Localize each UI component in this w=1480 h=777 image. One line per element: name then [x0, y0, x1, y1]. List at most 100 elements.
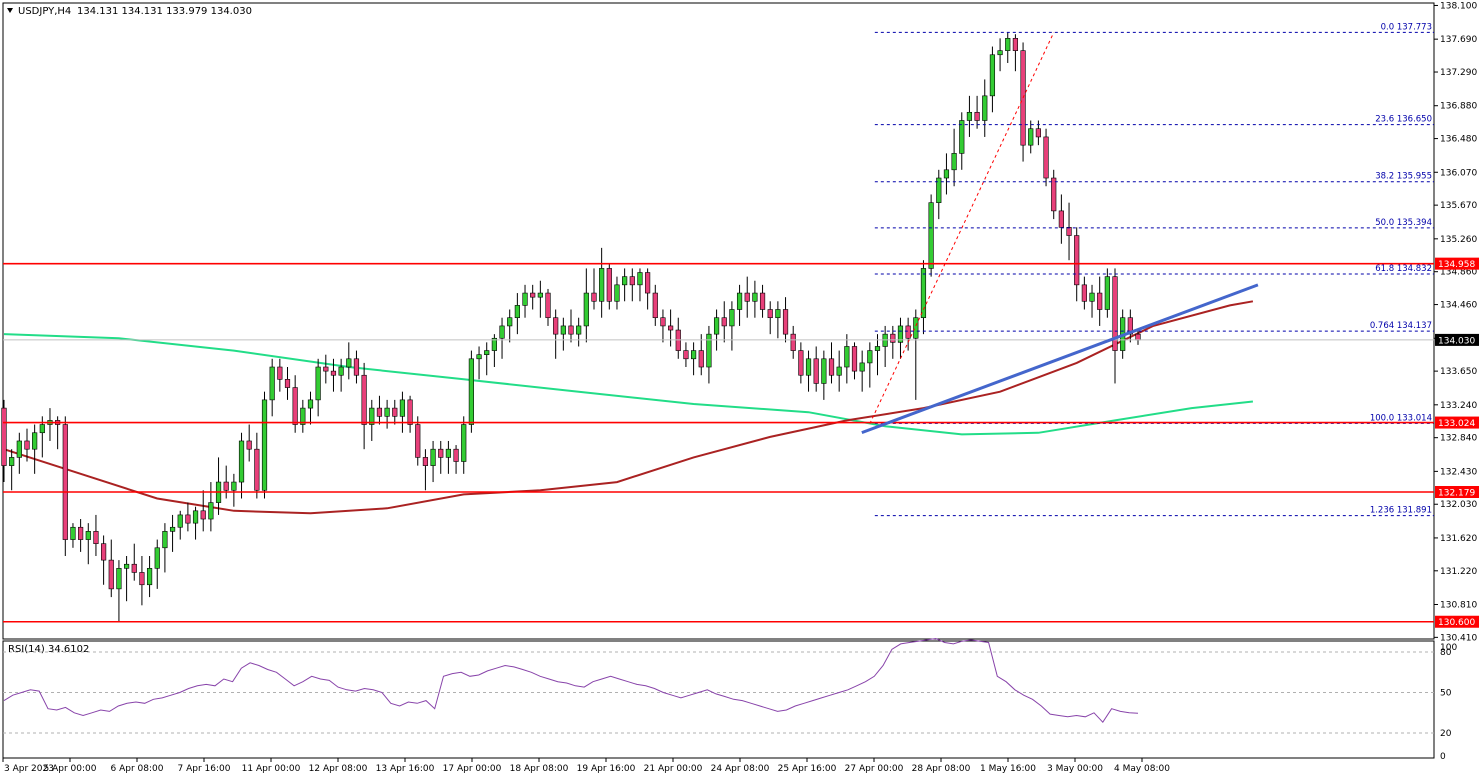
candle-body: [430, 448, 436, 466]
rsi-panel[interactable]: [2, 640, 1435, 759]
candle-body: [1127, 317, 1133, 335]
price-tick-label: 134.860: [1440, 268, 1477, 278]
candle-body: [223, 481, 229, 491]
candle-body: [706, 333, 712, 368]
candle: [93, 514, 99, 557]
candle: [369, 399, 375, 441]
candle-body: [813, 358, 819, 384]
candle: [468, 350, 474, 433]
candle: [836, 350, 842, 392]
candle-body: [1012, 38, 1019, 51]
candle: [637, 268, 643, 302]
candle-body: [62, 424, 68, 540]
candle-body: [9, 457, 15, 466]
candle-body: [1066, 227, 1072, 236]
candle-body: [622, 276, 628, 286]
candle: [16, 432, 22, 474]
candle: [913, 309, 919, 400]
time-tick-label: 17 Apr 00:00: [443, 764, 502, 774]
time-tick-label: 25 Apr 16:00: [778, 764, 837, 774]
candle-body: [522, 292, 528, 306]
time-tick-label: 7 Apr 16:00: [178, 764, 231, 774]
candle: [744, 276, 750, 318]
candle-body: [514, 305, 520, 319]
candle: [116, 560, 122, 622]
candle: [1012, 34, 1019, 72]
candle-body: [943, 169, 950, 179]
candle-body: [828, 358, 835, 376]
candle: [890, 325, 896, 359]
candle-body: [139, 572, 145, 586]
candle: [445, 440, 452, 474]
candle: [70, 523, 76, 548]
collapse-triangle-icon[interactable]: [7, 8, 13, 13]
candle-body: [438, 448, 444, 458]
candle: [108, 539, 114, 598]
fib-level-label: 100.0 133.014: [1370, 413, 1432, 423]
candle: [752, 280, 758, 318]
fib-level-label: 50.0 135.394: [1375, 218, 1432, 228]
candle-body: [821, 358, 827, 384]
candle-body: [836, 366, 842, 376]
candle: [361, 362, 367, 450]
candle: [545, 288, 551, 326]
candle-body: [874, 346, 881, 351]
price-tick-label: 133.240: [1440, 401, 1477, 411]
candle-body: [346, 358, 352, 368]
candle: [32, 424, 38, 474]
candle-body: [537, 292, 543, 298]
candle: [338, 358, 344, 392]
rsi-line: [3, 637, 1139, 724]
candle-body: [721, 317, 727, 327]
candle: [330, 358, 337, 392]
candle-body: [162, 531, 168, 549]
candle-body: [913, 317, 919, 339]
time-tick-label: 13 Apr 16:00: [376, 764, 435, 774]
candle-body: [177, 514, 183, 528]
candle: [583, 268, 589, 343]
candle: [813, 346, 819, 392]
candle: [560, 317, 566, 351]
candle-body: [859, 362, 865, 372]
candle: [177, 510, 183, 540]
candle: [736, 284, 743, 326]
current-price-label: 134.030: [1438, 336, 1475, 346]
level-price-box: [1435, 416, 1479, 429]
candle-body: [568, 325, 574, 335]
candle-body: [192, 510, 199, 524]
candle: [1051, 169, 1057, 220]
candle-body: [652, 292, 658, 319]
price-tick-label: 136.880: [1440, 102, 1477, 112]
price-tick-label: 133.650: [1440, 367, 1477, 377]
fib-level-label: 0.764 134.137: [1370, 321, 1432, 331]
candle: [208, 482, 214, 532]
time-tick-label: 4 May 08:00: [1114, 764, 1170, 774]
moving-average-short: [3, 300, 1254, 515]
candle-body: [920, 268, 927, 319]
candle: [660, 309, 666, 343]
candle: [874, 334, 881, 376]
candle: [438, 440, 444, 474]
candle: [982, 79, 988, 137]
candle-body: [85, 531, 91, 540]
candle-body: [1089, 292, 1095, 302]
candle-body: [292, 387, 298, 425]
current-price-box: [1435, 333, 1479, 346]
candle: [323, 354, 329, 384]
candle: [169, 514, 176, 552]
candle: [1089, 284, 1095, 318]
candle: [844, 334, 850, 384]
candle-body: [24, 440, 30, 450]
price-tick-label: 135.260: [1440, 235, 1477, 245]
candle: [484, 342, 490, 376]
candle: [300, 399, 306, 433]
time-tick-label: 27 Apr 00:00: [845, 764, 904, 774]
candle: [805, 350, 812, 392]
candle-body: [78, 526, 84, 540]
candle: [453, 445, 459, 474]
candle: [131, 543, 137, 581]
candle: [422, 449, 429, 491]
level-price-label: 134.958: [1438, 260, 1475, 270]
candle: [690, 342, 697, 376]
candle-body: [1058, 210, 1064, 228]
